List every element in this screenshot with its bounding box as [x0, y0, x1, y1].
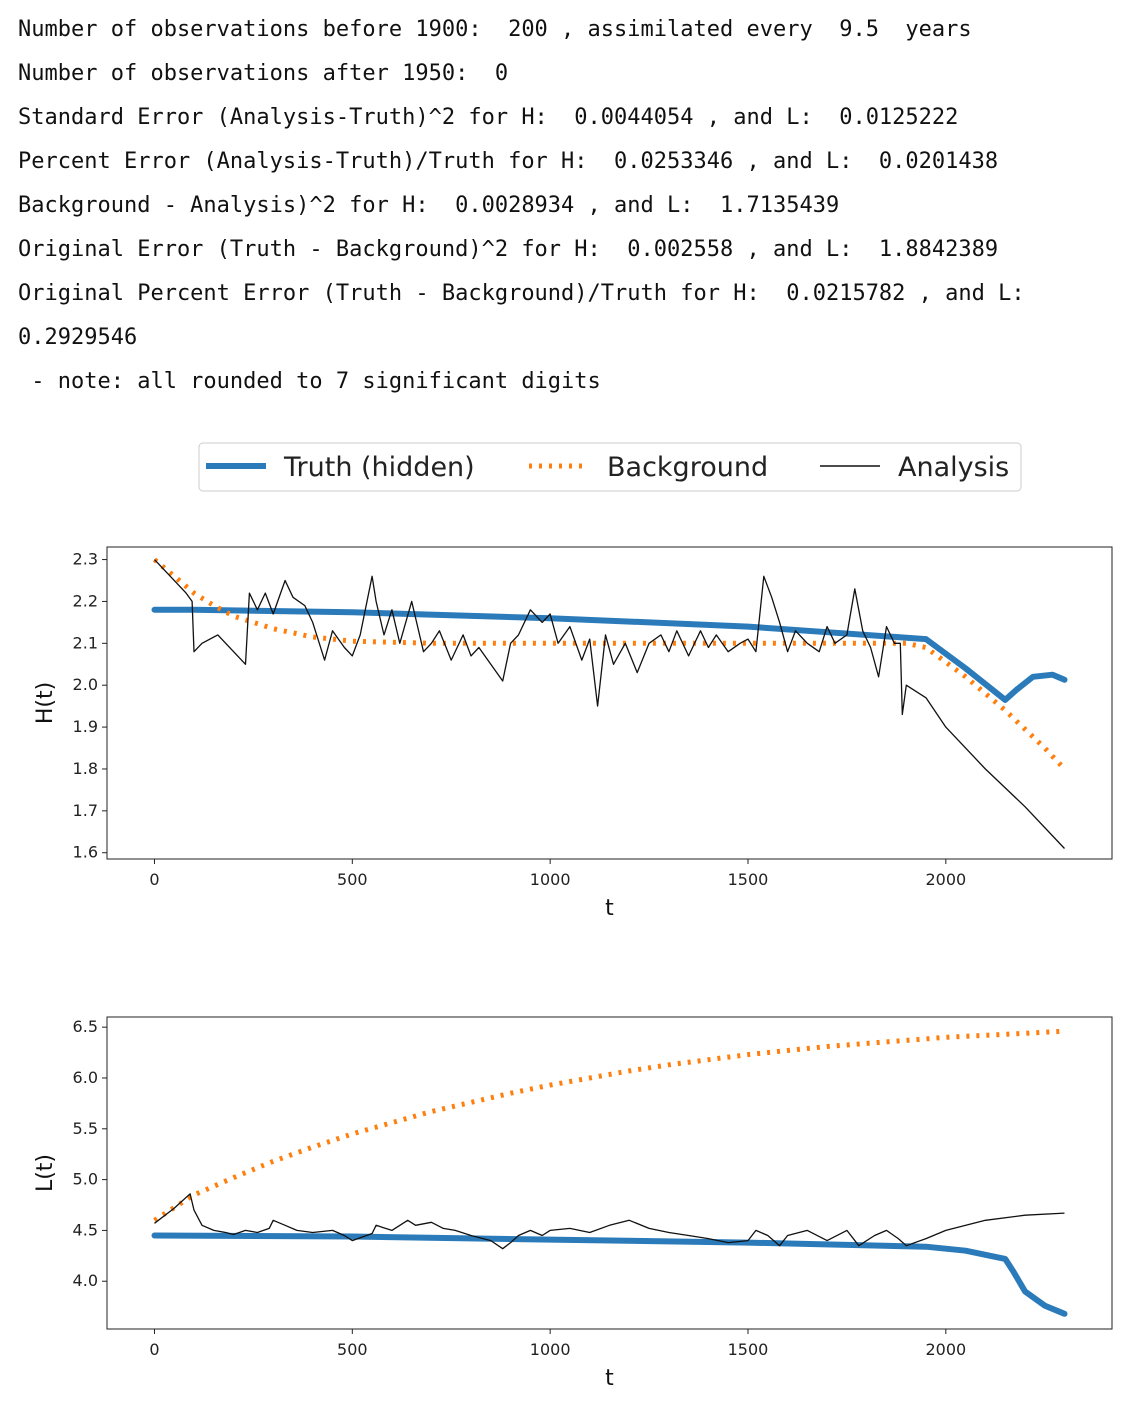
legend-truth-label: Truth (hidden) [283, 452, 475, 483]
y-tick-label: 5.0 [73, 1170, 98, 1189]
l-chart: 0 500 1000 1500 2000 4.0 4.5 5.0 5.5 6.0 6.5 t L(t) [33, 1016, 1113, 1391]
x-tick-label: 0 [149, 1340, 159, 1359]
y-tick-label: 1.7 [73, 801, 98, 820]
series-line-background [153, 1028, 1065, 1223]
output-line: 0.2929546 [18, 325, 138, 350]
x-tick-label: 0 [149, 870, 159, 889]
output-line: Standard Error (Analysis-Truth)^2 for H:… [18, 105, 959, 130]
x-tick-label: 1000 [530, 870, 571, 889]
x-tick-label: 2000 [925, 1340, 966, 1359]
legend: Truth (hidden) Background Analysis [198, 442, 1022, 492]
output-line: Number of observations after 1950: 0 [18, 61, 509, 86]
output-line: Number of observations before 1900: 200 … [18, 17, 972, 42]
y-tick-label: 1.9 [73, 717, 98, 736]
output-line: Original Error (Truth - Background)^2 fo… [18, 237, 999, 262]
x-tick-label: 500 [337, 870, 368, 889]
y-tick-label: 5.5 [73, 1119, 98, 1138]
series-line-analysis [154, 1193, 1065, 1250]
y-tick-label: 4.5 [73, 1220, 98, 1239]
series-line-analysis [154, 559, 1065, 849]
y-tick-label: 6.0 [73, 1068, 98, 1087]
series-line-truth [151, 606, 1068, 703]
y-axis-label: L(t) [33, 1154, 58, 1192]
x-axis-label: t [605, 896, 614, 921]
y-tick-label: 1.8 [73, 759, 98, 778]
legend-box [198, 442, 1022, 492]
x-tick-label: 1500 [728, 870, 769, 889]
output-line: Percent Error (Analysis-Truth)/Truth for… [18, 149, 999, 174]
x-tick-label: 1000 [530, 1340, 571, 1359]
y-tick-label: 2.0 [73, 675, 98, 694]
output-line: - note: all rounded to 7 significant dig… [18, 369, 601, 394]
series-line-background [152, 557, 1067, 771]
x-axis-label: t [605, 1366, 614, 1391]
output-line: Background - Analysis)^2 for H: 0.002893… [18, 193, 840, 218]
plot-frame [106, 1016, 1113, 1330]
y-tick-label: 2.1 [73, 633, 98, 652]
legend-analysis-label: Analysis [898, 452, 1009, 483]
y-tick-label: 2.3 [73, 550, 98, 569]
y-axis-label: H(t) [33, 682, 58, 724]
y-tick-label: 1.6 [73, 843, 98, 862]
x-tick-label: 500 [337, 1340, 368, 1359]
plot-frame [106, 546, 1113, 860]
output-line: Original Percent Error (Truth - Backgrou… [18, 281, 1025, 306]
y-tick-label: 4.0 [73, 1271, 98, 1290]
output-text: Number of observations before 1900: 200 … [18, 8, 1025, 404]
h-chart: 0 500 1000 1500 2000 1.6 1.7 1.8 1.9 2.0 2.1 2.2 2.3… [33, 546, 1113, 921]
legend-background-label: Background [607, 452, 768, 483]
x-tick-label: 2000 [925, 870, 966, 889]
y-tick-label: 2.2 [73, 591, 98, 610]
y-tick-label: 6.5 [73, 1017, 98, 1036]
x-tick-label: 1500 [728, 1340, 769, 1359]
